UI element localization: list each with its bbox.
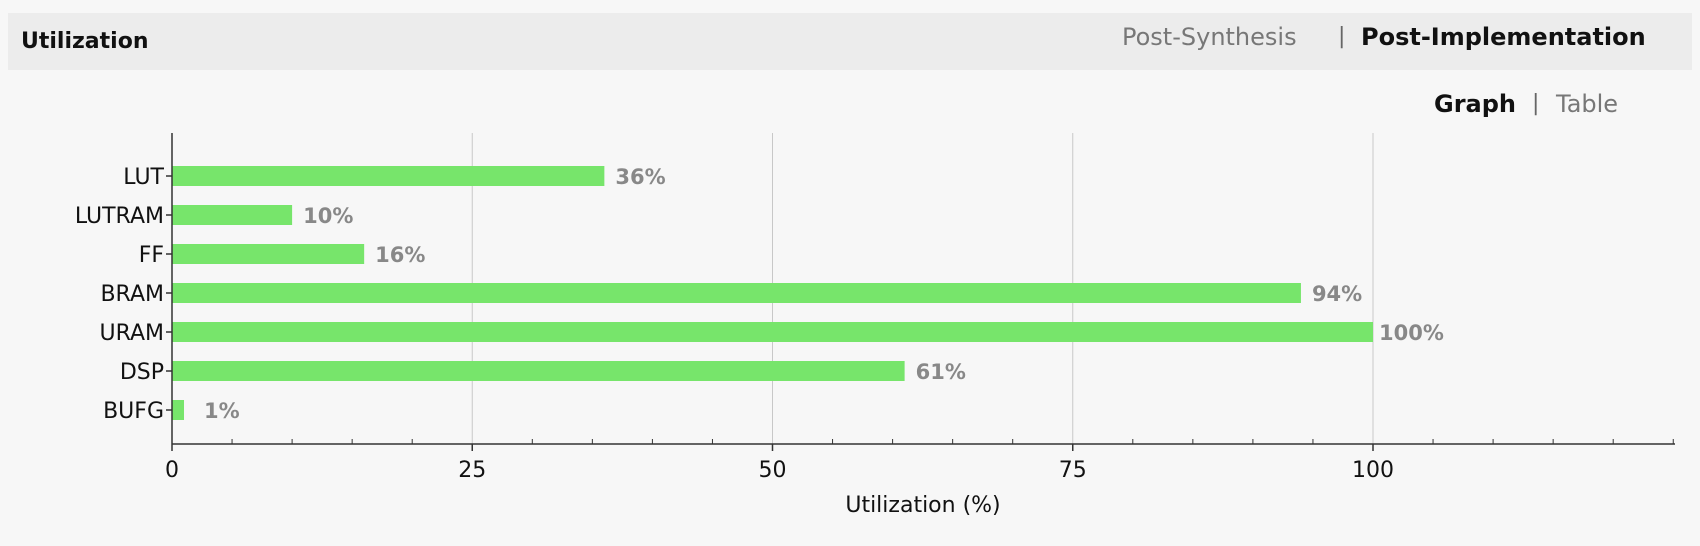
- data-label: 94%: [1312, 282, 1362, 306]
- view-graph-toggle[interactable]: Graph: [1434, 90, 1516, 118]
- data-label: 100%: [1379, 321, 1444, 345]
- bar-lut: [172, 166, 605, 186]
- category-label: FF: [139, 243, 164, 268]
- utilization-header: Utilization Post-Synthesis | Post-Implem…: [8, 13, 1692, 70]
- x-tick-label: 100: [1352, 458, 1394, 483]
- x-tick-label: 50: [759, 458, 787, 483]
- tab-separator: |: [1338, 24, 1346, 49]
- tab-post-implementation[interactable]: Post-Implementation: [1361, 23, 1646, 51]
- bar-lutram: [172, 205, 293, 225]
- category-label: LUTRAM: [75, 204, 164, 229]
- tab-post-synthesis[interactable]: Post-Synthesis: [1122, 23, 1297, 51]
- view-table-toggle[interactable]: Table: [1556, 90, 1619, 118]
- view-separator: |: [1532, 91, 1540, 116]
- data-label: 1%: [204, 399, 240, 423]
- x-axis-label: Utilization (%): [845, 493, 1000, 518]
- bar-uram: [172, 322, 1373, 342]
- category-label: BUFG: [103, 399, 164, 424]
- x-tick-label: 75: [1059, 458, 1087, 483]
- bar-dsp: [172, 361, 905, 381]
- category-label: BRAM: [100, 282, 164, 307]
- data-label: 16%: [375, 243, 425, 267]
- data-label: 36%: [615, 165, 665, 189]
- bar-bufg: [172, 400, 185, 420]
- x-tick-label: 25: [458, 458, 486, 483]
- category-label: DSP: [120, 360, 164, 385]
- data-label: 61%: [916, 360, 966, 384]
- bar-ff: [172, 244, 365, 264]
- category-label: LUT: [123, 165, 164, 190]
- x-tick-label: 0: [165, 458, 179, 483]
- bar-bram: [172, 283, 1301, 303]
- panel-title: Utilization: [21, 29, 149, 54]
- data-label: 10%: [303, 204, 353, 228]
- category-label: URAM: [99, 321, 164, 346]
